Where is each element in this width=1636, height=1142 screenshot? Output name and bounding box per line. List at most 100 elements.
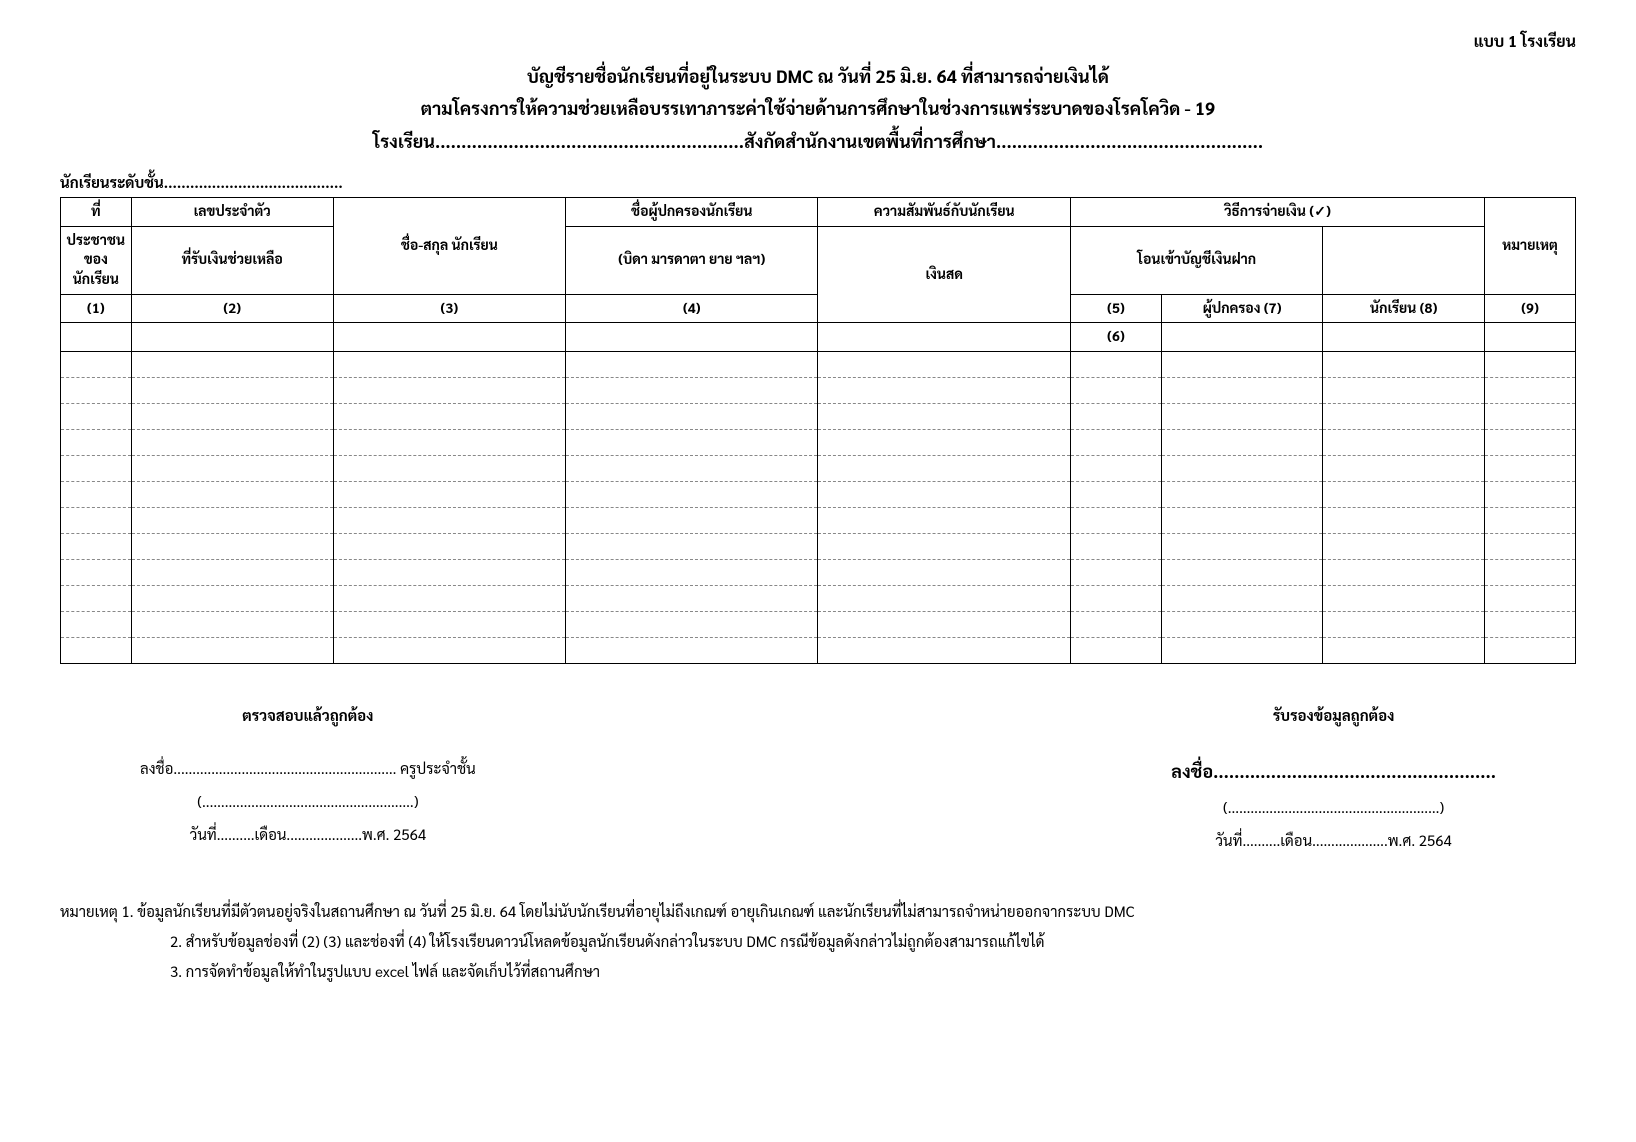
- th-student-col: นักเรียน (8): [1323, 294, 1485, 323]
- table-cell: [1161, 377, 1323, 403]
- table-cell: [1070, 403, 1161, 429]
- th-n4: (4): [565, 294, 818, 323]
- table-cell: [1485, 585, 1576, 611]
- sig-left-line2: (.......................................…: [140, 785, 476, 818]
- th-remark: หมายเหตุ: [1485, 198, 1576, 294]
- table-cell: [333, 559, 565, 585]
- table-cell: [1323, 429, 1485, 455]
- title-line-1: บัญชีรายชื่อนักเรียนที่อยู่ในระบบ DMC ณ …: [60, 61, 1576, 93]
- th-blank: [131, 323, 333, 352]
- table-row: [61, 533, 1576, 559]
- table-cell: [1070, 507, 1161, 533]
- note-2: 2. สำหรับข้อมูลช่องที่ (2) (3) และช่องที…: [60, 927, 1576, 957]
- table-cell: [565, 533, 818, 559]
- table-cell: [131, 455, 333, 481]
- table-cell: [565, 481, 818, 507]
- sig-right-heading: รับรองข้อมูลถูกต้อง: [1171, 699, 1496, 732]
- table-cell: [818, 351, 1071, 377]
- th-guardian-mid: ที่รับเงินช่วยเหลือ: [131, 226, 333, 294]
- table-cell: [61, 611, 132, 637]
- table-cell: [818, 403, 1071, 429]
- th-name: ชื่อ-สกุล นักเรียน: [333, 198, 565, 294]
- table-cell: [1485, 429, 1576, 455]
- student-level-line: นักเรียนระดับชั้น.......................…: [60, 173, 1576, 192]
- table-cell: [565, 455, 818, 481]
- table-cell: [1070, 611, 1161, 637]
- table-cell: [1161, 455, 1323, 481]
- th-relation-mid: (บิดา มารดาตา ยาย ฯลฯ): [565, 226, 818, 294]
- th-n6: (6): [1070, 323, 1161, 352]
- table-row: [61, 429, 1576, 455]
- th-guardian-col: ผู้ปกครอง (7): [1161, 294, 1323, 323]
- table-cell: [1070, 585, 1161, 611]
- table-cell: [61, 533, 132, 559]
- table-cell: [818, 637, 1071, 663]
- table-cell: [1485, 611, 1576, 637]
- table-cell: [61, 585, 132, 611]
- th-blank: [818, 323, 1071, 352]
- table-cell: [333, 637, 565, 663]
- table-cell: [818, 377, 1071, 403]
- table-cell: [131, 533, 333, 559]
- table-cell: [333, 377, 565, 403]
- table-cell: [818, 429, 1071, 455]
- table-cell: [1323, 351, 1485, 377]
- table-cell: [818, 585, 1071, 611]
- table-cell: [1161, 637, 1323, 663]
- table-cell: [1485, 533, 1576, 559]
- table-cell: [565, 559, 818, 585]
- table-cell: [565, 351, 818, 377]
- table-cell: [1161, 559, 1323, 585]
- th-blank: [61, 323, 132, 352]
- table-cell: [1485, 377, 1576, 403]
- table-cell: [1485, 455, 1576, 481]
- table-cell: [1323, 637, 1485, 663]
- th-cash: เงินสด: [818, 226, 1071, 322]
- table-cell: [1485, 559, 1576, 585]
- table-cell: [131, 377, 333, 403]
- table-row: [61, 611, 1576, 637]
- th-relation-top: ความสัมพันธ์กับนักเรียน: [818, 198, 1071, 227]
- table-row: [61, 377, 1576, 403]
- table-cell: [1070, 377, 1161, 403]
- table-cell: [61, 559, 132, 585]
- table-row: [61, 507, 1576, 533]
- note-3: 3. การจัดทำข้อมูลให้ทำในรูปแบบ excel ไฟล…: [60, 957, 1576, 987]
- table-cell: [1323, 533, 1485, 559]
- table-cell: [1070, 351, 1161, 377]
- table-cell: [1323, 455, 1485, 481]
- table-cell: [333, 403, 565, 429]
- table-cell: [1161, 429, 1323, 455]
- sig-right-line3: วันที่..........เดือน...................…: [1171, 824, 1496, 857]
- table-cell: [333, 429, 565, 455]
- table-cell: [1323, 507, 1485, 533]
- title-line-2: ตามโครงการให้ความช่วยเหลือบรรเทาภาระค่าใ…: [60, 93, 1576, 125]
- table-cell: [818, 455, 1071, 481]
- table-cell: [818, 481, 1071, 507]
- table-cell: [1070, 455, 1161, 481]
- signature-area: ตรวจสอบแล้วถูกต้อง ลงชื่อ...............…: [60, 699, 1576, 858]
- table-cell: [1161, 351, 1323, 377]
- th-n5: (5): [1070, 294, 1161, 323]
- sig-left-line1: ลงชื่อ..................................…: [140, 752, 476, 785]
- table-cell: [1323, 403, 1485, 429]
- table-cell: [1323, 585, 1485, 611]
- table-cell: [61, 637, 132, 663]
- table-cell: [131, 429, 333, 455]
- table-cell: [1485, 403, 1576, 429]
- th-guardian-top: ชื่อผู้ปกครองนักเรียน: [565, 198, 818, 227]
- table-row: [61, 481, 1576, 507]
- sig-left-heading: ตรวจสอบแล้วถูกต้อง: [140, 699, 476, 732]
- table-cell: [1485, 351, 1576, 377]
- table-row: [61, 403, 1576, 429]
- th-id-mid: ประชาชนของนักเรียน: [61, 226, 132, 294]
- table-cell: [333, 507, 565, 533]
- th-n1: (1): [61, 294, 132, 323]
- sig-right-line2: (.......................................…: [1171, 791, 1496, 824]
- th-id-top: เลขประจำตัว: [131, 198, 333, 227]
- table-cell: [1070, 559, 1161, 585]
- table-cell: [61, 403, 132, 429]
- table-cell: [818, 611, 1071, 637]
- table-cell: [565, 585, 818, 611]
- table-cell: [131, 559, 333, 585]
